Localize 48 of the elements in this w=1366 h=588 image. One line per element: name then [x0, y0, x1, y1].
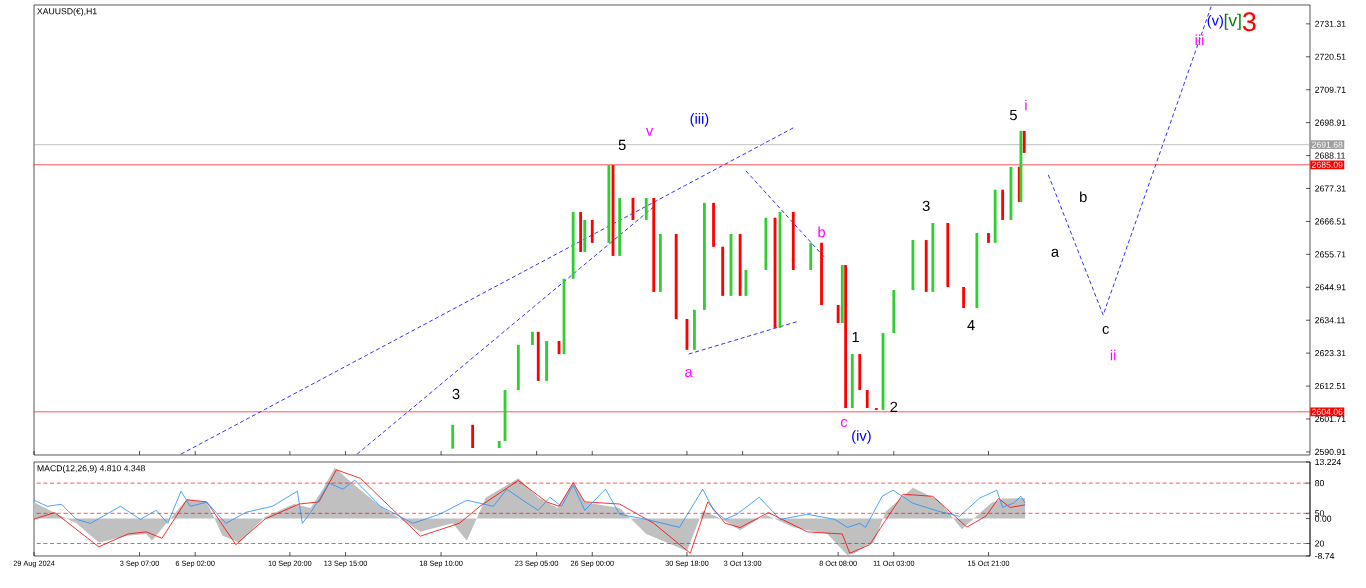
annotation: 4 — [967, 320, 975, 331]
annotation: (iv) — [852, 430, 871, 444]
annotation: v — [645, 127, 654, 136]
chart-title: XAUUSD(€),H1 — [37, 7, 97, 17]
annotation: a — [1051, 248, 1060, 257]
y-tick-label: 2688.11 — [1315, 152, 1345, 159]
annotation: iii — [1195, 34, 1204, 46]
annotation: 2 — [890, 401, 898, 412]
chart-title: MACD(12,26,9) 4.810 4.348 — [37, 464, 145, 473]
annotation: [v] — [1224, 13, 1241, 30]
y-tick-label: 2601.71 — [1315, 415, 1346, 423]
y-tick-label: 2612.51 — [1315, 383, 1346, 390]
y-tick-label: 0.00 — [1315, 515, 1332, 522]
annotation: b — [1080, 191, 1087, 203]
y-tick-label: 13.224 — [1315, 458, 1341, 466]
annotation: b — [818, 226, 825, 238]
annotation: 5 — [1009, 109, 1017, 121]
annotation: ii — [1110, 349, 1116, 361]
annotation: 3 — [922, 200, 930, 212]
y-tick-label: 2655.71 — [1315, 251, 1346, 258]
annotation: 3 — [452, 388, 460, 400]
y-tick-label: 2644.91 — [1315, 284, 1346, 291]
annotation: 3 — [1242, 12, 1256, 32]
ref-line-label: 2691.68 — [1312, 141, 1343, 148]
annotation: (iii) — [690, 113, 709, 127]
annotation: 1 — [852, 331, 859, 343]
annotation: 5 — [618, 139, 626, 151]
annotation: c — [840, 418, 848, 427]
y2-tick-label: 80 — [1315, 480, 1325, 487]
y-tick-label: -8.74 — [1315, 552, 1335, 560]
y-tick-label: 2623.31 — [1315, 350, 1346, 357]
annotation: c — [1102, 325, 1109, 335]
annotation: i — [1025, 99, 1027, 111]
y2-tick-label: 20 — [1315, 540, 1325, 547]
ref-line-label: 2604.06 — [1312, 408, 1343, 415]
y-tick-label: 2677.31 — [1315, 185, 1346, 192]
y-tick-label: 2731.31 — [1315, 20, 1346, 27]
y-tick-label: 2590.91 — [1315, 448, 1346, 455]
y-tick-label: 2634.11 — [1315, 317, 1345, 324]
y-tick-label: 2709.71 — [1315, 86, 1346, 93]
y2-tick-label: 50 — [1315, 510, 1325, 517]
annotation: (v) — [1207, 14, 1223, 29]
y-tick-label: 2720.51 — [1315, 53, 1346, 60]
line-series — [33, 479, 1026, 528]
y-tick-label: 2698.91 — [1315, 119, 1346, 126]
y-tick-label: 2666.51 — [1315, 218, 1346, 225]
ref-line-label: 2685.09 — [1312, 161, 1343, 168]
annotation: a — [685, 368, 693, 377]
